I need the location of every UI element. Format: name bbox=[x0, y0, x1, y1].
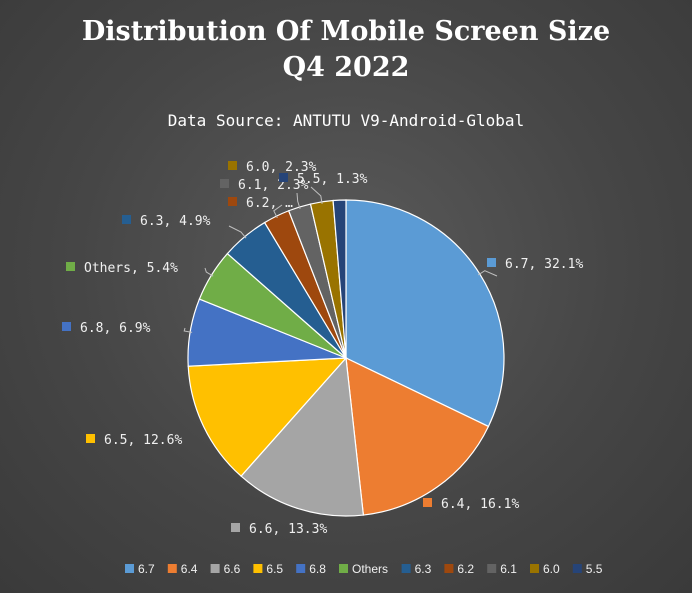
data-label-5-5: 5.5, 1.3% bbox=[297, 172, 368, 187]
leader-line-6-3 bbox=[228, 225, 247, 239]
data-label-marker-6-0 bbox=[228, 161, 237, 170]
data-label-marker-6-2 bbox=[228, 197, 237, 206]
legend-swatch-6-1 bbox=[487, 564, 497, 573]
data-label-6-2: 6.2, … bbox=[246, 196, 293, 211]
legend-label-6-8: 6.8 bbox=[309, 562, 326, 576]
data-label-marker-6-5 bbox=[86, 434, 95, 443]
legend-label-6-1: 6.1 bbox=[500, 562, 517, 576]
legend-label-6-3: 6.3 bbox=[415, 562, 432, 576]
legend-label-6-2: 6.2 bbox=[457, 562, 474, 576]
data-label-marker-6-4 bbox=[423, 498, 432, 507]
legend-swatch-6-4 bbox=[167, 564, 177, 573]
pie-slice-6-5 bbox=[187, 357, 348, 477]
chart-title-line-1: Distribution Of Mobile Screen Size bbox=[82, 16, 610, 47]
chart-title-line-2: Q4 2022 bbox=[283, 52, 410, 83]
pie-slices bbox=[187, 199, 505, 517]
legend-swatch-6-5 bbox=[253, 564, 263, 573]
legend-swatch-5-5 bbox=[572, 564, 582, 573]
legend-label-6-0: 6.0 bbox=[543, 562, 560, 576]
leader-line-others bbox=[204, 267, 214, 277]
data-label-6-6: 6.6, 13.3% bbox=[249, 522, 327, 537]
data-label-marker-6-8 bbox=[62, 322, 71, 331]
legend-swatch-6-6 bbox=[210, 564, 220, 573]
legend-label-6-6: 6.6 bbox=[224, 562, 241, 576]
data-label-6-3: 6.3, 4.9% bbox=[140, 214, 211, 229]
leader-line-6-0 bbox=[310, 186, 323, 204]
data-labels: 6.7, 32.1% 6.4, 16.1% 6.6, 13.3% 6.5, 12.6%… bbox=[62, 160, 583, 537]
legend-swatch-6-8 bbox=[296, 564, 306, 573]
data-label-marker-others bbox=[66, 262, 75, 271]
data-label-marker-6-7 bbox=[487, 258, 496, 267]
legend-swatch-6-2 bbox=[444, 564, 454, 573]
legend-swatch-6-7 bbox=[125, 564, 134, 573]
legend-label-6-7: 6.7 bbox=[138, 562, 155, 576]
data-label-6-8: 6.8, 6.9% bbox=[80, 321, 151, 336]
leader-line-6-2 bbox=[273, 204, 283, 219]
legend-label-others: Others bbox=[352, 562, 388, 576]
data-label-marker-6-1 bbox=[220, 179, 229, 188]
legend-label-6-4: 6.4 bbox=[181, 562, 198, 576]
pie-slice-6-6 bbox=[240, 356, 365, 517]
data-label-6-0: 6.0, 2.3% bbox=[246, 160, 317, 175]
data-label-others: Others, 5.4% bbox=[84, 261, 178, 276]
legend-label-6-5: 6.5 bbox=[266, 562, 283, 576]
label-leader-lines bbox=[183, 186, 498, 333]
data-label-6-5: 6.5, 12.6% bbox=[104, 433, 182, 448]
data-label-6-7: 6.7, 32.1% bbox=[505, 257, 583, 272]
legend-swatch-6-3 bbox=[401, 564, 411, 573]
pie-slice-5-5 bbox=[332, 199, 347, 359]
legend: 6.7 6.4 6.6 6.5 6.8 Others 6.3 6.2 6.1 6.0 5.5 bbox=[125, 562, 603, 576]
legend-swatch-others bbox=[339, 564, 348, 573]
pie-slice-6-4 bbox=[345, 356, 490, 516]
data-label-marker-6-6 bbox=[231, 523, 240, 532]
legend-swatch-6-0 bbox=[530, 564, 539, 573]
chart-subtitle: Data Source: ANTUTU V9-Android-Global bbox=[168, 111, 524, 130]
data-label-6-4: 6.4, 16.1% bbox=[441, 497, 519, 512]
data-label-marker-5-5 bbox=[279, 173, 288, 182]
data-label-marker-6-3 bbox=[122, 215, 131, 224]
legend-label-5-5: 5.5 bbox=[586, 562, 603, 576]
leader-line-6-8 bbox=[183, 327, 193, 333]
data-label-6-1: 6.1, 2.3% bbox=[238, 178, 309, 193]
leader-line-6-1 bbox=[296, 192, 301, 210]
leader-line-6-7 bbox=[477, 270, 498, 277]
